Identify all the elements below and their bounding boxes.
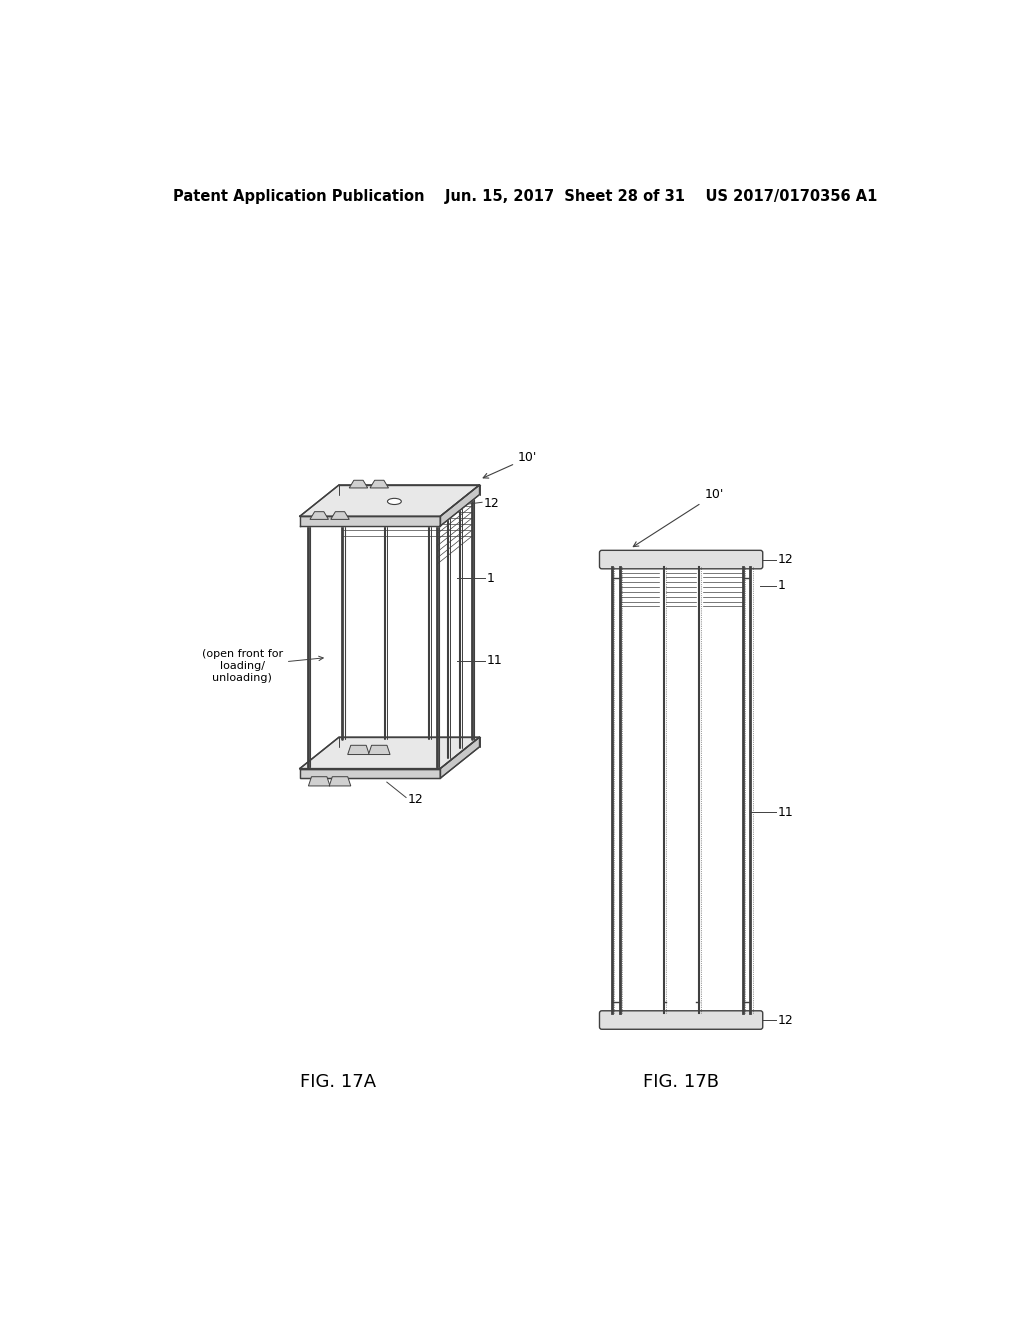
Polygon shape — [330, 776, 351, 785]
Polygon shape — [308, 776, 330, 785]
Polygon shape — [440, 484, 479, 525]
Polygon shape — [300, 484, 479, 516]
Ellipse shape — [387, 499, 401, 504]
Text: 12: 12 — [777, 1014, 794, 1027]
Text: 10': 10' — [633, 488, 724, 546]
Text: 1: 1 — [486, 572, 495, 585]
Text: 11: 11 — [777, 805, 794, 818]
Text: 12: 12 — [777, 553, 794, 566]
FancyBboxPatch shape — [599, 1011, 763, 1030]
Polygon shape — [300, 768, 440, 779]
Polygon shape — [348, 746, 370, 755]
Polygon shape — [349, 480, 368, 488]
Polygon shape — [369, 746, 390, 755]
Polygon shape — [300, 516, 440, 525]
Text: 1: 1 — [777, 579, 785, 593]
FancyBboxPatch shape — [599, 550, 763, 569]
Polygon shape — [331, 512, 349, 519]
Text: 10': 10' — [483, 451, 538, 478]
Text: FIG. 17A: FIG. 17A — [300, 1073, 377, 1092]
Polygon shape — [300, 737, 479, 768]
Text: 12: 12 — [483, 496, 500, 510]
Text: Patent Application Publication    Jun. 15, 2017  Sheet 28 of 31    US 2017/01703: Patent Application Publication Jun. 15, … — [173, 189, 877, 205]
Text: 12: 12 — [408, 792, 423, 805]
Text: (open front for
loading/
unloading): (open front for loading/ unloading) — [202, 649, 324, 682]
Text: 11: 11 — [486, 655, 503, 667]
Text: FIG. 17B: FIG. 17B — [643, 1073, 719, 1092]
Polygon shape — [440, 737, 479, 779]
Polygon shape — [310, 512, 329, 519]
Polygon shape — [370, 480, 388, 488]
